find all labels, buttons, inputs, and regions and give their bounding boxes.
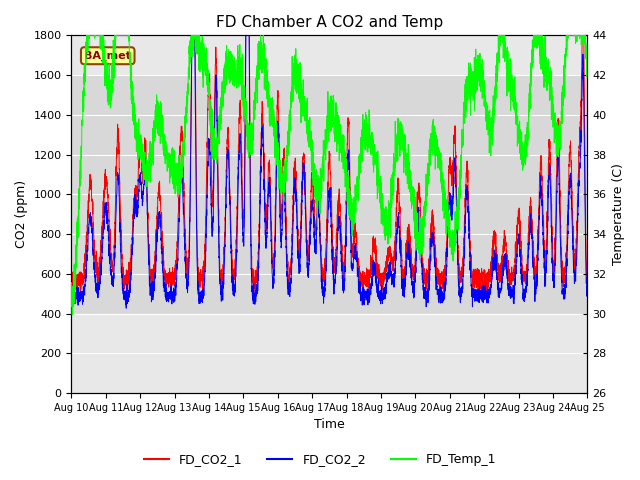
Title: FD Chamber A CO2 and Temp: FD Chamber A CO2 and Temp <box>216 15 443 30</box>
Legend: FD_CO2_1, FD_CO2_2, FD_Temp_1: FD_CO2_1, FD_CO2_2, FD_Temp_1 <box>139 448 501 471</box>
Bar <box>72 75 588 313</box>
Y-axis label: CO2 (ppm): CO2 (ppm) <box>15 180 28 248</box>
Text: BA_met: BA_met <box>84 50 131 61</box>
Y-axis label: Temperature (C): Temperature (C) <box>612 163 625 265</box>
X-axis label: Time: Time <box>314 419 345 432</box>
